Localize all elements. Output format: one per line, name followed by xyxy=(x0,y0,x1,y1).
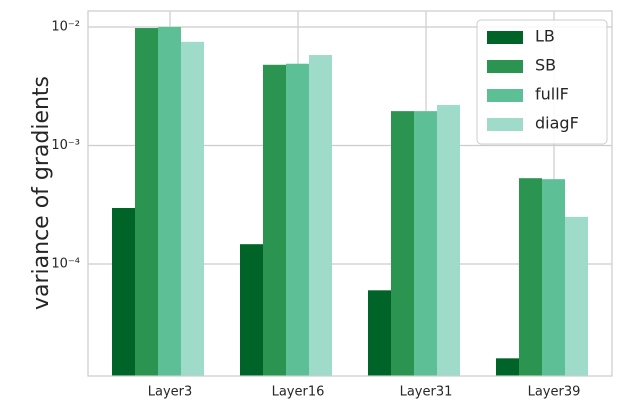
legend-swatch xyxy=(487,89,523,102)
bar xyxy=(240,244,263,376)
bar xyxy=(496,358,519,376)
bar xyxy=(263,64,286,377)
y-tick-label: 10⁻³ xyxy=(51,138,80,153)
legend-swatch xyxy=(487,31,523,44)
y-tick-label: 10⁻² xyxy=(51,20,80,35)
x-tick-label: Layer16 xyxy=(272,385,325,400)
bar xyxy=(286,63,309,377)
plot-frame xyxy=(87,10,613,377)
legend-label: SB xyxy=(535,56,556,75)
bar xyxy=(565,216,588,376)
bar xyxy=(158,27,181,376)
bar xyxy=(414,111,437,377)
legend-label: diagF xyxy=(535,114,579,133)
x-tick-label: Layer31 xyxy=(400,385,453,400)
x-tick-label: Layer3 xyxy=(148,385,193,400)
x-tick-label: Layer39 xyxy=(528,385,581,400)
bar xyxy=(437,104,460,376)
legend-swatch xyxy=(487,118,523,131)
bar xyxy=(181,41,204,376)
legend-box xyxy=(476,19,608,145)
legend-label: fullF xyxy=(535,85,569,104)
bar xyxy=(391,111,414,377)
y-tick-label: 10⁻⁴ xyxy=(51,257,80,272)
bar xyxy=(368,290,391,376)
bar xyxy=(542,179,565,376)
bar xyxy=(112,207,135,376)
legend-label: LB xyxy=(535,27,555,46)
y-axis-label: variance of gradients xyxy=(29,76,54,310)
bar xyxy=(135,28,158,377)
bar xyxy=(309,55,332,377)
bar xyxy=(519,178,542,376)
legend-swatch xyxy=(487,60,523,73)
